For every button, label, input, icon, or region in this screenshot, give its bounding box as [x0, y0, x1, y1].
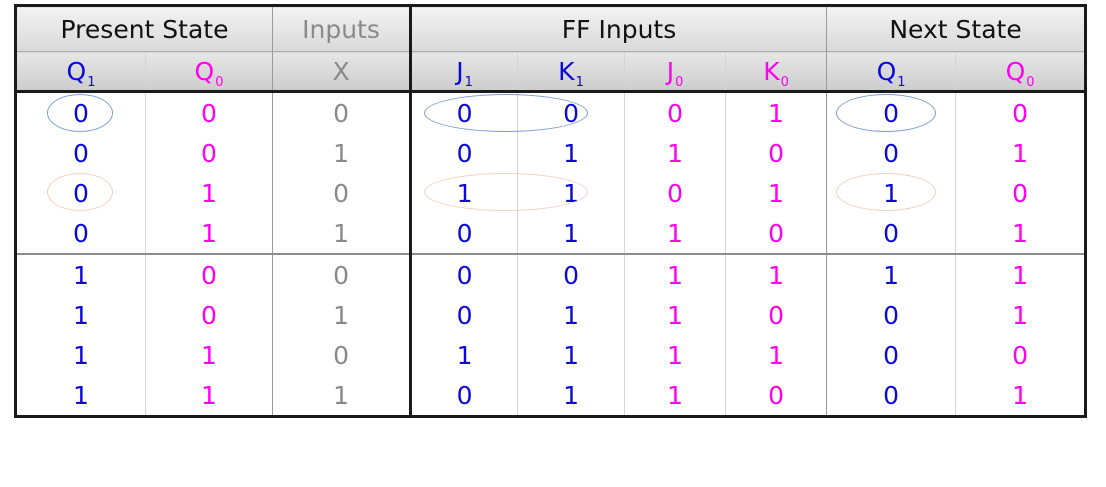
cell-present-q1: 1 [15, 295, 146, 335]
var-x-header: X [272, 51, 413, 92]
cell-present-q0: 0 [145, 133, 274, 173]
cell-present-q0: 0 [145, 90, 274, 133]
cell-ff-k0: 1 [725, 90, 828, 133]
cell-ff-j1: 1 [410, 335, 519, 375]
cell-ff-j0: 0 [624, 173, 727, 213]
group-header-row: Present State Inputs FF Inputs Next Stat… [15, 5, 1086, 52]
cell-input-x: 1 [272, 133, 413, 173]
cell-input-x: 1 [272, 213, 413, 254]
present-state-header: Present State [15, 5, 274, 52]
cell-ff-k0: 0 [725, 375, 828, 417]
cell-ff-j0: 0 [624, 90, 727, 133]
cell-ff-j1: 0 [410, 90, 519, 133]
cell-input-x: 0 [272, 173, 413, 213]
var-q1-header: Q1 [15, 51, 146, 92]
cell-input-x: 1 [272, 375, 413, 417]
var-k0-header: K0 [725, 51, 828, 92]
cell-present-q1: 0 [15, 173, 146, 213]
cell-ff-j1: 0 [410, 375, 519, 417]
ff-inputs-header: FF Inputs [410, 5, 828, 52]
cell-next-q0: 1 [1012, 300, 1028, 330]
cell-ff-k1: 1 [517, 133, 626, 173]
cell-present-q1: 0 [15, 213, 146, 254]
cell-next-q1: 0 [826, 295, 957, 335]
cell-present-q0: 1 [145, 375, 274, 417]
cell-ff-k0: 1 [725, 253, 828, 295]
cell-ff-k1: 1 [517, 295, 626, 335]
cell-present-q1: 0 [15, 90, 146, 133]
cell-next-q1: 0 [826, 90, 957, 133]
variable-header-row: Q1 Q0 X J1 K1 J0 K0 Q1 Q0 [15, 51, 1086, 92]
cell-next-q1: 1 [826, 173, 957, 213]
var-k1-header: K1 [517, 51, 626, 92]
cell-present-q1: 1 [15, 253, 146, 295]
cell-ff-j1: 0 [410, 295, 519, 335]
cell-present-q0: 0 [145, 253, 274, 295]
cell-ff-j1: 0 [410, 133, 519, 173]
cell-next-q1: 1 [826, 253, 957, 295]
cell-present-q0: 1 [145, 173, 274, 213]
inputs-header: Inputs [272, 5, 413, 52]
cell-input-x: 0 [272, 253, 413, 295]
cell-ff-k1: 1 [517, 213, 626, 254]
var-q0-header: Q0 [145, 51, 274, 92]
cell-ff-k0: 0 [725, 213, 828, 254]
cell-input-x: 0 [272, 335, 413, 375]
cell-present-q0: 1 [145, 335, 274, 375]
cell-ff-j1: 1 [410, 173, 519, 213]
next-state-header: Next State [826, 5, 1086, 52]
cell-input-x: 0 [272, 90, 413, 133]
cell-ff-k0: 0 [725, 133, 828, 173]
cell-input-x: 1 [272, 295, 413, 335]
cell-ff-j0: 1 [624, 133, 727, 173]
cell-ff-k1: 1 [517, 173, 626, 213]
var-next-q0-header: Q0 [955, 51, 1086, 92]
cell-ff-k1: 0 [517, 253, 626, 295]
var-j1-header: J1 [410, 51, 519, 92]
cell-present-q1: 1 [15, 375, 146, 417]
cell-ff-k1: 0 [517, 90, 626, 133]
cell-present-q0: 0 [145, 295, 274, 335]
var-next-q1-header: Q1 [826, 51, 957, 92]
cell-ff-k0: 1 [725, 335, 828, 375]
cell-next-q1: 0 [826, 133, 957, 173]
cell-present-q1: 0 [15, 133, 146, 173]
cell-ff-j0: 1 [624, 335, 727, 375]
cell-ff-j0: 1 [624, 213, 727, 254]
cell-next-q0: 1 [1012, 218, 1028, 248]
cell-next-q1: 0 [826, 213, 957, 254]
cell-next-q0: 1 [1012, 138, 1028, 168]
cell-next-q0: 0 [1012, 178, 1028, 208]
cell-next-q0: 1 [955, 253, 1086, 295]
cell-ff-j1: 0 [410, 213, 519, 254]
cell-ff-k0: 0 [725, 295, 828, 335]
cell-ff-j0: 1 [624, 253, 727, 295]
cell-ff-j0: 1 [624, 295, 727, 335]
cell-present-q0: 1 [145, 213, 274, 254]
cell-ff-k0: 1 [725, 173, 828, 213]
cell-next-q0: 0 [1012, 340, 1028, 370]
cell-next-q0: 1 [1012, 380, 1028, 410]
state-transition-table: Present State Inputs FF Inputs Next Stat… [14, 4, 1088, 418]
cell-ff-j0: 1 [624, 375, 727, 417]
var-j0-header: J0 [624, 51, 727, 92]
cell-next-q0: 0 [955, 90, 1086, 133]
cell-ff-j1: 0 [410, 253, 519, 295]
cell-next-q1: 0 [826, 375, 957, 417]
cell-present-q1: 1 [15, 335, 146, 375]
cell-next-q1: 0 [826, 335, 957, 375]
cell-ff-k1: 1 [517, 335, 626, 375]
cell-ff-k1: 1 [517, 375, 626, 417]
